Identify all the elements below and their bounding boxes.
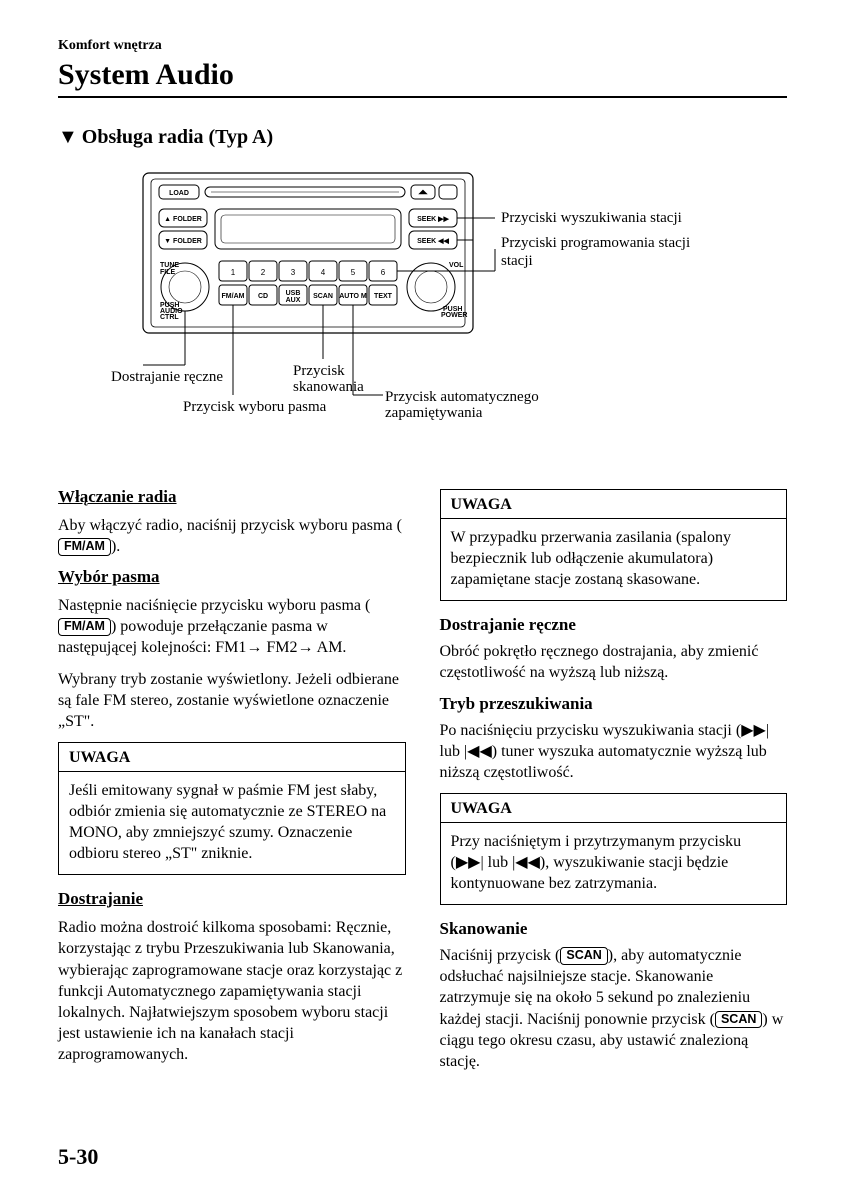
svg-text:AUX: AUX	[285, 297, 300, 304]
p-turn-on-radio: Aby włączyć radio, naciśnij przycisk wyb…	[58, 515, 406, 557]
p-scan: Naciśnij przycisk (SCAN), aby automatycz…	[440, 945, 788, 1072]
section-marker-icon: ▼	[58, 126, 78, 149]
svg-text:FILE: FILE	[160, 269, 175, 276]
callout-manual-tune: Dostrajanie ręczne	[111, 369, 223, 385]
btn-folder-down: ▼ FOLDER	[164, 238, 202, 245]
svg-text:stacji: stacji	[501, 253, 533, 269]
note-fm-mono: UWAGA Jeśli emitowany sygnał w paśmie FM…	[58, 742, 406, 875]
left-column: Włączanie radia Aby włączyć radio, naciś…	[58, 481, 406, 1082]
btn-fmam-inline: FM/AM	[58, 538, 111, 556]
h-scan: Skanowanie	[440, 919, 788, 939]
page-title: System Audio	[58, 58, 787, 92]
radio-svg: LOAD ▲ FOLDER ▼ FOLDER SEEK ▶▶ SEEK ◀◀ T…	[103, 163, 743, 453]
page-number: 5-30	[58, 1144, 98, 1170]
btn-seek-fwd: SEEK ▶▶	[417, 216, 449, 223]
callout-presets: Przyciski programowania stacji	[501, 235, 690, 251]
svg-text:6: 6	[380, 268, 385, 277]
svg-text:CD: CD	[257, 293, 267, 300]
svg-text:FM/AM: FM/AM	[221, 293, 244, 300]
icon-ffwd-2: ▶▶|	[456, 854, 484, 871]
icon-frew-2: |◀◀	[512, 854, 540, 871]
h-seek-mode: Tryb przeszukiwania	[440, 694, 788, 714]
p-seek-mode: Po naciśnięciu przycisku wyszukiwania st…	[440, 720, 788, 783]
svg-text:1: 1	[230, 268, 235, 277]
svg-text:TEXT: TEXT	[374, 293, 393, 300]
p-tuning: Radio można dostroić kilkoma sposobami: …	[58, 917, 406, 1065]
note-title: UWAGA	[59, 743, 405, 772]
btn-folder-up: ▲ FOLDER	[164, 216, 202, 223]
svg-text:POWER: POWER	[441, 312, 467, 319]
callout-seek: Przyciski wyszukiwania stacji	[501, 210, 682, 226]
svg-text:CTRL: CTRL	[160, 314, 179, 321]
icon-ffwd: ▶▶|	[741, 722, 769, 739]
btn-load: LOAD	[169, 190, 189, 197]
h-manual-tune: Dostrajanie ręczne	[440, 615, 788, 635]
svg-text:SCAN: SCAN	[313, 293, 333, 300]
h-tuning: Dostrajanie	[58, 889, 406, 909]
breadcrumb: Komfort wnętrza	[58, 38, 787, 54]
p-manual-tune: Obróć pokrętło ręcznego dostrajania, aby…	[440, 641, 788, 683]
icon-frew: |◀◀	[464, 743, 492, 760]
svg-text:5: 5	[350, 268, 355, 277]
svg-text:USB: USB	[285, 290, 300, 297]
svg-text:2: 2	[260, 268, 265, 277]
note-body-2: W przypadku przerwania zasilania (spalon…	[441, 519, 787, 600]
svg-text:3: 3	[290, 268, 295, 277]
svg-text:zapamiętywania: zapamiętywania	[385, 405, 483, 421]
h-band-select: Wybór pasma	[58, 567, 406, 587]
right-column: UWAGA W przypadku przerwania zasilania (…	[440, 481, 788, 1082]
radio-diagram: LOAD ▲ FOLDER ▼ FOLDER SEEK ▶▶ SEEK ◀◀ T…	[58, 163, 787, 453]
callout-scan: Przycisk	[293, 363, 345, 379]
two-column-body: Włączanie radia Aby włączyć radio, naciś…	[58, 481, 787, 1082]
note-title-2: UWAGA	[441, 490, 787, 519]
lbl-vol: VOL	[449, 262, 464, 269]
callout-band: Przycisk wyboru pasma	[183, 399, 327, 415]
lbl-tune-file: TUNE	[160, 262, 179, 269]
section-heading: ▼Obsługa radia (Typ A)	[58, 126, 787, 149]
note-title-3: UWAGA	[441, 794, 787, 823]
p-mode-display: Wybrany tryb zostanie wyświetlony. Jeżel…	[58, 669, 406, 732]
note-hold-seek: UWAGA Przy naciśniętym i przytrzymanym p…	[440, 793, 788, 905]
btn-seek-back: SEEK ◀◀	[417, 238, 449, 245]
callout-autom: Przycisk automatycznego	[385, 389, 539, 405]
section-heading-text: Obsługa radia (Typ A)	[82, 126, 273, 148]
note-power-loss: UWAGA W przypadku przerwania zasilania (…	[440, 489, 788, 601]
note-body: Jeśli emitowany sygnał w paśmie FM jest …	[59, 772, 405, 874]
svg-text:AUTO M: AUTO M	[339, 293, 367, 300]
btn-scan-inline: SCAN	[560, 947, 607, 965]
p-band-select: Następnie naciśnięcie przycisku wyboru p…	[58, 595, 406, 658]
note-body-3: Przy naciśniętym i przytrzymanym przycis…	[441, 823, 787, 904]
title-rule	[58, 96, 787, 98]
btn-scan-inline-2: SCAN	[715, 1011, 762, 1029]
svg-text:4: 4	[320, 268, 325, 277]
h-turn-on-radio: Włączanie radia	[58, 487, 406, 507]
btn-fmam-inline-2: FM/AM	[58, 618, 111, 636]
